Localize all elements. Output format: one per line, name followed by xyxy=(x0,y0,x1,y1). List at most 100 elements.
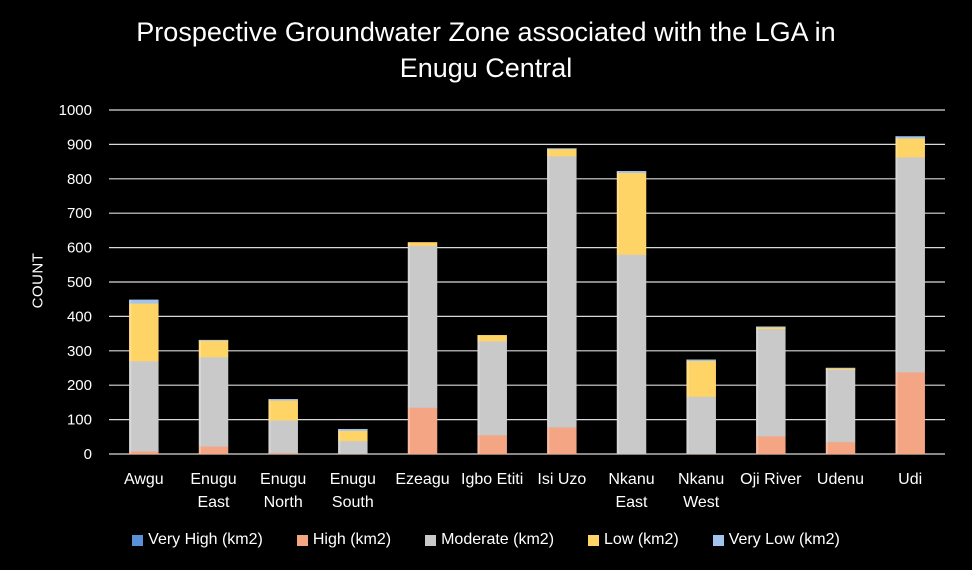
bar-segment-highlight xyxy=(686,359,689,361)
y-tick-label: 600 xyxy=(67,240,92,257)
legend-item: Moderate (km2) xyxy=(425,531,554,549)
bar-segment xyxy=(129,450,159,455)
bar-segment xyxy=(198,340,229,358)
x-tick-label: East xyxy=(197,494,230,511)
bar-segment-highlight xyxy=(338,440,341,454)
x-tick-label: East xyxy=(615,494,648,511)
bar-segment-highlight xyxy=(826,441,828,454)
bar-segment-highlight xyxy=(756,436,759,454)
bar-segment xyxy=(547,426,577,455)
y-tick-label: 200 xyxy=(67,377,92,394)
y-tick-label: 1000 xyxy=(59,102,92,119)
bar-segment-highlight xyxy=(268,400,271,421)
bar-segment xyxy=(547,155,577,428)
bar-segment-highlight xyxy=(895,372,898,454)
x-tick-label: Awgu xyxy=(124,471,164,488)
bar-segment-highlight xyxy=(199,340,201,357)
bar-segment xyxy=(129,360,159,452)
bar-segment xyxy=(547,148,577,157)
bar-segment xyxy=(338,428,368,431)
bar-segment-highlight xyxy=(477,335,480,342)
legend-swatch xyxy=(132,534,144,546)
legend-label: Moderate (km2) xyxy=(441,531,555,548)
y-tick-label: 700 xyxy=(67,205,92,222)
x-tick-label: Enugu xyxy=(260,471,306,488)
bar-segment-highlight xyxy=(686,396,689,454)
bar-segment xyxy=(477,335,507,342)
bar-segment xyxy=(895,137,925,158)
bar-segment xyxy=(756,326,786,330)
bar-segment-highlight xyxy=(477,435,480,454)
x-tick-label: Enugu xyxy=(330,471,376,488)
bar-segment-highlight xyxy=(895,138,898,158)
bar-segment xyxy=(825,441,856,455)
bar-segment xyxy=(198,446,229,455)
bar-segment-highlight xyxy=(617,172,619,255)
bar-segment-highlight xyxy=(477,341,480,436)
legend-label: Low (km2) xyxy=(604,531,679,548)
bar-segment-highlight xyxy=(129,299,132,304)
x-tick-label: Udi xyxy=(898,471,922,488)
legend-label: High (km2) xyxy=(312,531,392,548)
y-tick-label: 500 xyxy=(67,274,92,291)
bar-segment xyxy=(268,420,298,454)
legend-item: Very High (km2) xyxy=(132,531,263,549)
bar-segment xyxy=(825,369,856,443)
bar-segment xyxy=(616,254,647,455)
bar-segment xyxy=(338,440,368,454)
y-tick-label: 400 xyxy=(67,308,92,325)
bar-segment-highlight xyxy=(268,452,271,454)
bar-segment-highlight xyxy=(617,171,619,173)
legend-label: Very Low (km2) xyxy=(728,531,840,548)
bar-segment xyxy=(129,303,159,362)
y-tick-label: 100 xyxy=(67,412,92,429)
bar-segment-highlight xyxy=(338,429,341,431)
y-tick-label: 900 xyxy=(67,136,92,153)
bar-segment-highlight xyxy=(756,327,759,329)
legend-item: Low (km2) xyxy=(588,531,679,549)
bar-segment-highlight xyxy=(199,446,201,454)
bar-segment xyxy=(756,328,786,437)
x-tick-label: West xyxy=(683,494,720,511)
y-tick-label: 300 xyxy=(67,343,92,360)
bar-segment xyxy=(477,340,507,436)
bar-segment-highlight xyxy=(338,430,341,441)
bar-segment xyxy=(686,359,716,362)
bar-segment-highlight xyxy=(129,303,132,362)
x-tick-label: Udenu xyxy=(817,471,864,488)
x-tick-label: Nkanu xyxy=(608,471,654,488)
bar-segment-highlight xyxy=(268,420,271,453)
bar-segment xyxy=(407,407,438,455)
legend: Very High (km2) High (km2) Moderate (km2) L… xyxy=(0,531,972,549)
bar-segment-highlight xyxy=(129,451,132,454)
bar-segment xyxy=(686,396,716,454)
bar-segment xyxy=(268,400,298,421)
bar-segment-highlight xyxy=(895,157,898,373)
x-tick-label: Nkanu xyxy=(678,471,724,488)
legend-swatch xyxy=(712,534,724,546)
legend-swatch xyxy=(296,534,308,546)
bar-segment xyxy=(895,371,925,455)
bar-segment xyxy=(686,360,716,397)
bar-segment-highlight xyxy=(129,361,132,452)
legend-label: Very High (km2) xyxy=(148,531,263,548)
bar-segment-highlight xyxy=(408,245,410,408)
chart-title-line1: Prospective Groundwater Zone associated … xyxy=(136,17,836,47)
bar-segment xyxy=(477,434,507,455)
bar-segment-highlight xyxy=(756,328,759,437)
bar-segment xyxy=(268,399,298,401)
bar-segment-highlight xyxy=(547,156,550,428)
x-tick-label: Igbo Etiti xyxy=(461,471,523,488)
bar-segment-highlight xyxy=(617,254,619,454)
bar-segment xyxy=(616,172,647,255)
bar-segment-highlight xyxy=(826,369,828,442)
x-tick-label: Enugu xyxy=(190,471,236,488)
legend-item: Very Low (km2) xyxy=(712,531,840,549)
bar-segment-highlight xyxy=(895,136,898,139)
bar-segment-highlight xyxy=(547,148,550,157)
x-tick-label: Oji River xyxy=(740,471,802,488)
y-tick-label: 0 xyxy=(84,446,92,463)
x-tick-label: North xyxy=(264,494,303,511)
bar-segment xyxy=(895,136,925,139)
